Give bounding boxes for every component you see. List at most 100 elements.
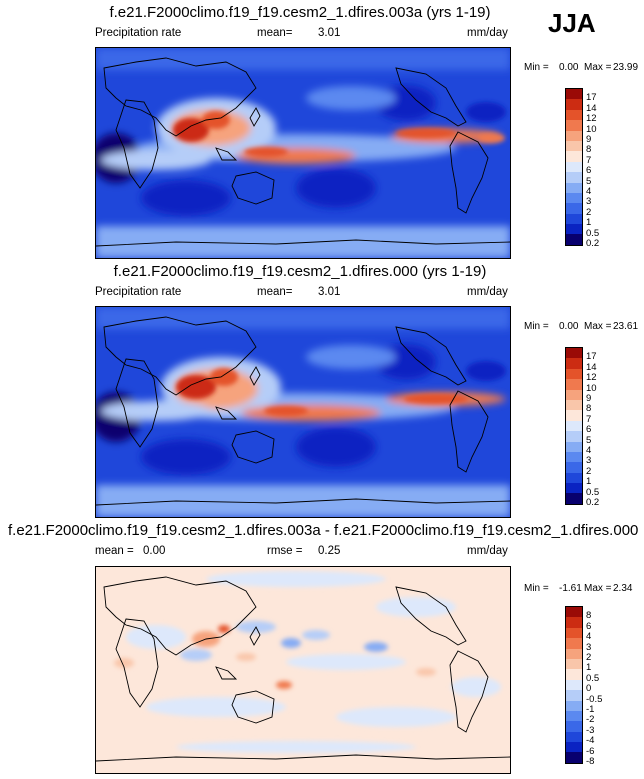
colorbar-tick-label: -2: [586, 714, 595, 726]
precip-field: [96, 307, 510, 517]
panel-3-colorbar: [565, 606, 583, 764]
colorbar-swatch: [566, 203, 582, 214]
panel-1-map: [95, 47, 511, 259]
difference-field: [114, 571, 501, 753]
colorbar-tick-label: 8: [586, 610, 592, 622]
coastlines: [96, 316, 510, 506]
coastlines: [96, 576, 510, 762]
colorbar-tick-label: -8: [586, 756, 595, 767]
colorbar-swatch: [566, 172, 582, 183]
colorbar-tick-label: 0.2: [586, 238, 600, 249]
panel-3-mean-label: mean =: [95, 545, 134, 557]
colorbar-swatch: [566, 379, 582, 390]
colorbar-swatch: [566, 638, 582, 649]
colorbar-swatch: [566, 669, 582, 680]
colorbar-swatch: [566, 130, 582, 141]
panel-2-max-label: Max =: [584, 321, 612, 332]
colorbar-tick-label: 9: [586, 393, 592, 404]
colorbar-swatch: [566, 627, 582, 639]
colorbar-swatch: [566, 472, 582, 484]
colorbar-swatch: [566, 617, 582, 628]
colorbar-tick-label: 8: [586, 403, 592, 415]
colorbar-swatch: [566, 99, 582, 110]
colorbar-swatch: [566, 348, 582, 359]
colorbar-tick-label: 4: [586, 631, 592, 643]
colorbar-swatch: [566, 658, 582, 670]
colorbar-swatch: [566, 607, 582, 618]
colorbar-swatch: [566, 648, 582, 659]
panel-1-max-value: 23.99: [613, 62, 639, 73]
colorbar-swatch: [566, 431, 582, 442]
panel-3-map: [95, 566, 511, 774]
panel-1-min-label: Min =: [524, 62, 549, 73]
panel-3-units: mm/day: [467, 545, 508, 557]
colorbar-swatch: [566, 389, 582, 400]
colorbar-swatch: [566, 493, 582, 504]
colorbar-swatch: [566, 224, 582, 235]
colorbar-tick-label: 0.2: [586, 497, 600, 508]
season-label: JJA: [548, 8, 596, 38]
colorbar-tick-label: 1: [586, 662, 592, 674]
colorbar-tick-label: 14: [586, 102, 597, 114]
colorbar-swatch: [566, 399, 582, 411]
colorbar-swatch: [566, 109, 582, 121]
panel-2-colorbar: [565, 347, 583, 505]
panel-1-colorbar: [565, 88, 583, 246]
panel-2-variable: Precipitation rate: [95, 286, 182, 298]
panel-1-variable: Precipitation rate: [95, 27, 182, 39]
panel-2-max-value: 23.61: [613, 321, 639, 332]
colorbar-tick-label: 17: [586, 351, 597, 363]
colorbar-tick-label: 3: [586, 641, 592, 653]
colorbar-tick-label: 1: [586, 217, 592, 229]
colorbar-swatch: [566, 710, 582, 722]
colorbar-tick-label: 12: [586, 372, 597, 384]
panel-1-units: mm/day: [467, 27, 508, 39]
panel-1-mean-label: mean=: [257, 27, 293, 39]
colorbar-swatch: [566, 182, 582, 193]
colorbar-swatch: [566, 731, 582, 743]
panel-2-map: [95, 306, 511, 518]
precip-field: [96, 48, 510, 258]
panel-3-title: f.e21.F2000climo.f19_f19.cesm2_1.dfires.…: [8, 522, 639, 539]
colorbar-swatch: [566, 89, 582, 100]
panel-3-rmse-value: 0.25: [318, 545, 341, 557]
colorbar-tick-label: 0.5: [586, 227, 600, 239]
colorbar-tick-label: 3: [586, 455, 592, 467]
colorbar-swatch: [566, 690, 582, 701]
colorbar-tick-label: -1: [586, 704, 595, 715]
panel-3-max-label: Max =: [584, 583, 612, 594]
colorbar-tick-label: 6: [586, 424, 592, 436]
colorbar-swatch: [566, 151, 582, 162]
colorbar-swatch: [566, 161, 582, 173]
colorbar-tick-label: 4: [586, 445, 592, 456]
colorbar-tick-label: 4: [586, 186, 592, 197]
colorbar-swatch: [566, 700, 582, 711]
colorbar-tick-label: 5: [586, 434, 592, 446]
colorbar-tick-label: -0.5: [586, 693, 603, 705]
colorbar-tick-label: 17: [586, 92, 597, 104]
colorbar-swatch: [566, 410, 582, 421]
colorbar-tick-label: 9: [586, 134, 592, 145]
colorbar-tick-label: 10: [586, 123, 597, 135]
colorbar-tick-label: 1: [586, 476, 592, 488]
colorbar-swatch: [566, 358, 582, 369]
colorbar-tick-label: 3: [586, 196, 592, 208]
colorbar-swatch: [566, 120, 582, 131]
panel-2-title: f.e21.F2000climo.f19_f19.cesm2_1.dfires.…: [113, 263, 487, 280]
colorbar-swatch: [566, 483, 582, 494]
colorbar-tick-label: 6: [586, 620, 592, 632]
panel-1-title: f.e21.F2000climo.f19_f19.cesm2_1.dfires.…: [109, 4, 491, 21]
colorbar-tick-label: 2: [586, 206, 592, 218]
colorbar-swatch: [566, 462, 582, 473]
colorbar-swatch: [566, 234, 582, 245]
panel-3-min-value: -1.61: [559, 583, 582, 594]
colorbar-tick-label: 10: [586, 382, 597, 394]
panel-2-min-label: Min =: [524, 321, 549, 332]
colorbar-tick-label: -4: [586, 735, 595, 747]
colorbar-swatch: [566, 140, 582, 152]
panel-3-min-label: Min =: [524, 583, 549, 594]
colorbar-tick-label: 12: [586, 113, 597, 125]
colorbar-swatch: [566, 752, 582, 763]
colorbar-tick-label: 0.5: [586, 672, 600, 684]
colorbar-tick-label: 14: [586, 361, 597, 373]
